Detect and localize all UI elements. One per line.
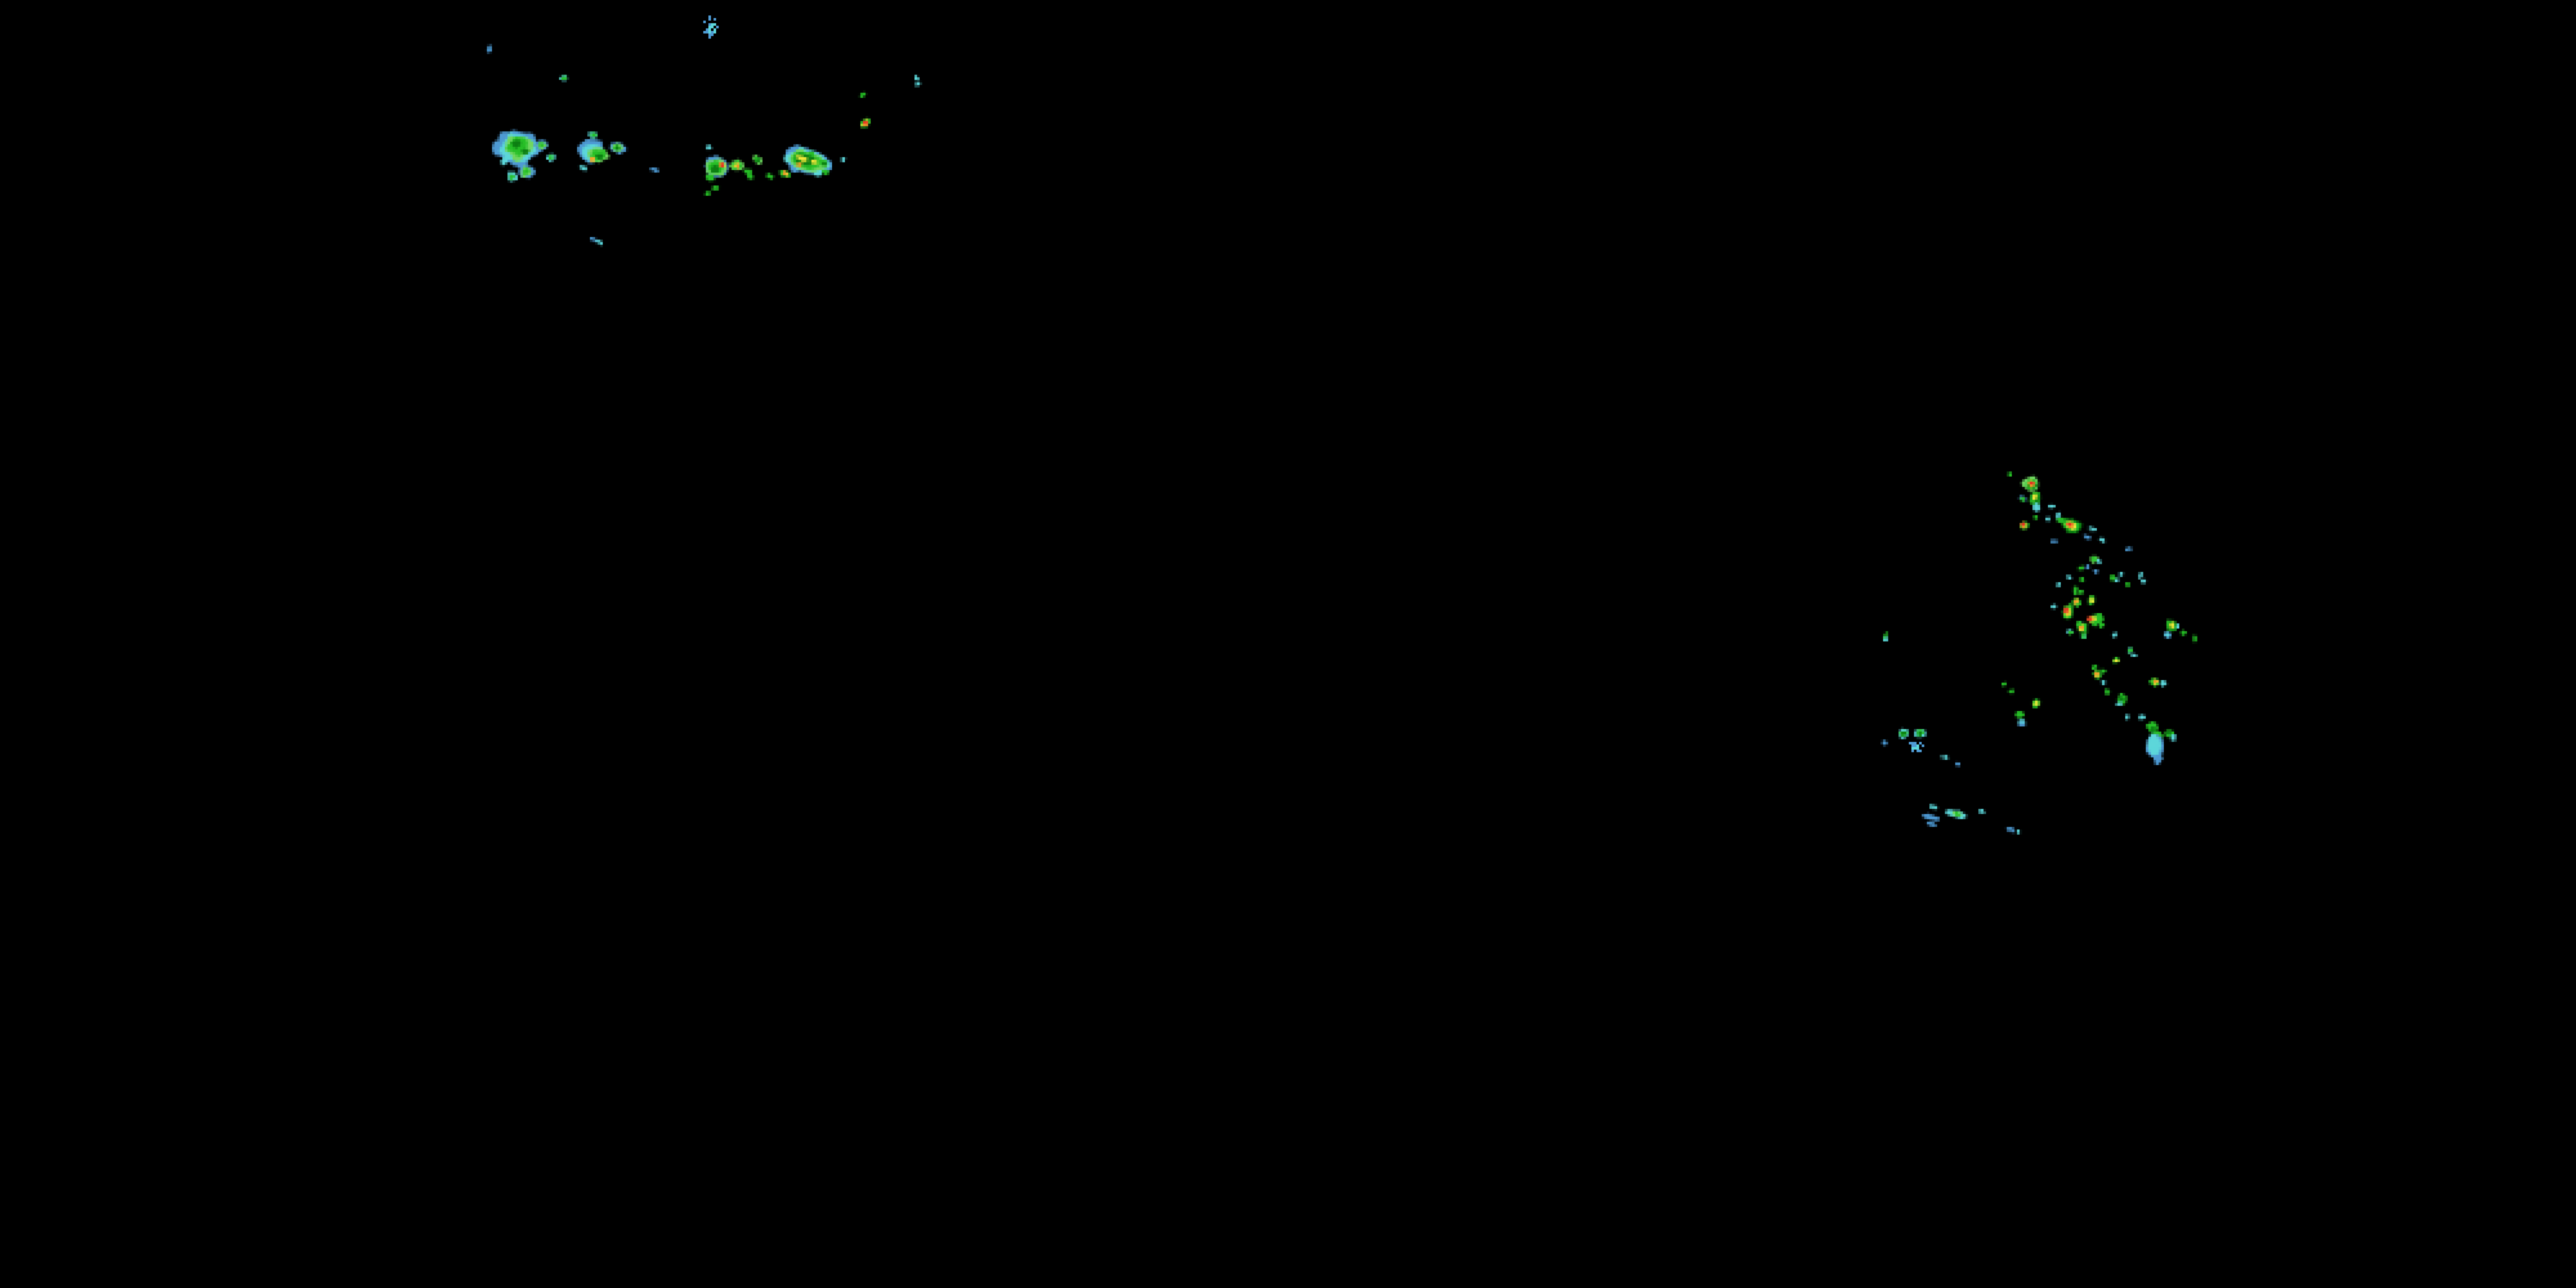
weather-radar-view bbox=[0, 0, 2576, 1288]
radar-echo-canvas bbox=[0, 0, 2576, 1288]
